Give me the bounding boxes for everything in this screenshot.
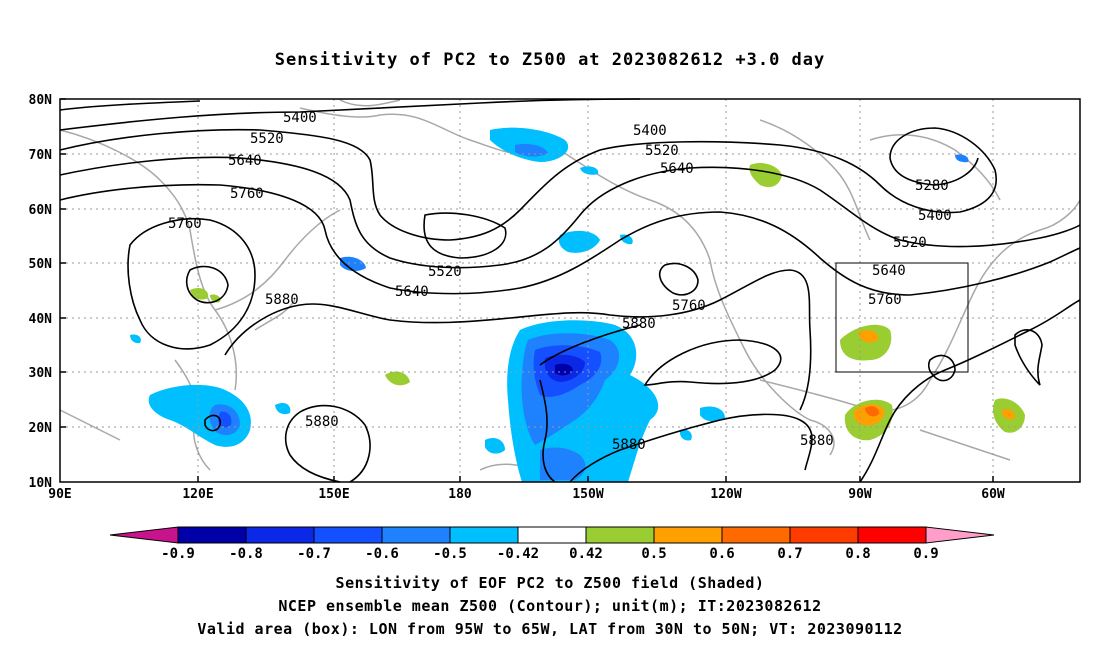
contour-label: 5760 xyxy=(868,292,902,308)
colorbar-label: 0.7 xyxy=(777,546,802,562)
colorbar xyxy=(109,526,995,544)
contour-label: 5520 xyxy=(428,264,462,280)
colorbar-label: -0.42 xyxy=(497,546,539,562)
contour-label: 5640 xyxy=(872,263,906,279)
colorbar-segment xyxy=(517,526,587,544)
lat-labels: 80N 70N 60N 50N 40N 30N 20N 10N xyxy=(29,93,53,491)
caption-line-1: Sensitivity of EOF PC2 to Z500 field (Sh… xyxy=(335,574,765,592)
z500-contours xyxy=(59,98,1081,483)
colorbar-low-end xyxy=(109,526,179,544)
lat-label: 60N xyxy=(29,203,53,218)
lon-label: 180 xyxy=(448,487,472,502)
contour-label: 5880 xyxy=(800,433,834,449)
contour-label: 5880 xyxy=(612,437,646,453)
colorbar-segment xyxy=(245,526,315,544)
colorbar-label: -0.6 xyxy=(365,546,399,562)
contour-label: 5760 xyxy=(672,298,706,314)
lon-label: 150E xyxy=(318,487,349,502)
colorbar-label: -0.7 xyxy=(297,546,331,562)
caption-line-2: NCEP ensemble mean Z500 (Contour); unit(… xyxy=(278,597,822,615)
colorbar-label: -0.9 xyxy=(161,546,195,562)
lon-label: 60W xyxy=(981,487,1005,502)
colorbar-label: -0.8 xyxy=(229,546,263,562)
caption-line-3: Valid area (box): LON from 95W to 65W, L… xyxy=(197,620,903,638)
lat-label: 50N xyxy=(29,257,53,272)
lat-label: 10N xyxy=(29,476,53,491)
colorbar-segment xyxy=(177,526,247,544)
colorbar-segment xyxy=(585,526,655,544)
map-frame xyxy=(59,98,1081,483)
colorbar-segment xyxy=(789,526,859,544)
colorbar-segment xyxy=(653,526,723,544)
colorbar-segment xyxy=(313,526,383,544)
contour-label: 5880 xyxy=(305,414,339,430)
contour-label: 5640 xyxy=(660,161,694,177)
lat-label: 80N xyxy=(29,93,53,108)
colorbar-label: 0.5 xyxy=(641,546,666,562)
contour-label: 5520 xyxy=(893,235,927,251)
contour-label: 5400 xyxy=(918,208,952,224)
contour-label: 5280 xyxy=(915,178,949,194)
colorbar-segment xyxy=(857,526,927,544)
contour-label: 5880 xyxy=(622,316,656,332)
colorbar-labels: -0.9 -0.8 -0.7 -0.6 -0.5 -0.42 0.42 0.5 0.6 0.7 0.… xyxy=(161,546,939,562)
contour-label: 5640 xyxy=(395,284,429,300)
colorbar-label: 0.6 xyxy=(709,546,734,562)
lat-label: 70N xyxy=(29,148,53,163)
colorbar-segment xyxy=(381,526,451,544)
contour-label: 5400 xyxy=(633,123,667,139)
contour-labels: 5400 5520 5640 5760 5760 5880 5520 5640 … xyxy=(168,110,952,453)
contour-label: 5520 xyxy=(645,143,679,159)
colorbar-label: 0.9 xyxy=(913,546,938,562)
colorbar-label: 0.42 xyxy=(569,546,603,562)
contour-label: 5400 xyxy=(283,110,317,126)
lon-label: 120E xyxy=(182,487,213,502)
lon-label: 120W xyxy=(710,487,741,502)
map-title: Sensitivity of PC2 to Z500 at 2023082612… xyxy=(274,50,826,70)
lon-label: 90E xyxy=(48,487,71,502)
colorbar-label: -0.5 xyxy=(433,546,467,562)
lat-label: 40N xyxy=(29,312,53,327)
tick-marks xyxy=(60,98,994,482)
contour-label: 5520 xyxy=(250,131,284,147)
grid-lines xyxy=(60,99,1080,482)
colorbar-segment xyxy=(721,526,791,544)
contour-label: 5640 xyxy=(228,153,262,169)
contour-label: 5880 xyxy=(265,292,299,308)
lat-label: 30N xyxy=(29,366,53,381)
lon-label: 150W xyxy=(572,487,603,502)
lat-label: 20N xyxy=(29,421,53,436)
colorbar-segment xyxy=(449,526,519,544)
lon-label: 90W xyxy=(848,487,872,502)
contour-label: 5760 xyxy=(168,216,202,232)
valid-area-box xyxy=(835,262,969,373)
lon-labels: 90E 120E 150E 180 150W 120W 90W 60W xyxy=(48,487,1005,502)
colorbar-label: 0.8 xyxy=(845,546,870,562)
contour-label: 5760 xyxy=(230,186,264,202)
colorbar-high-end xyxy=(925,526,995,544)
